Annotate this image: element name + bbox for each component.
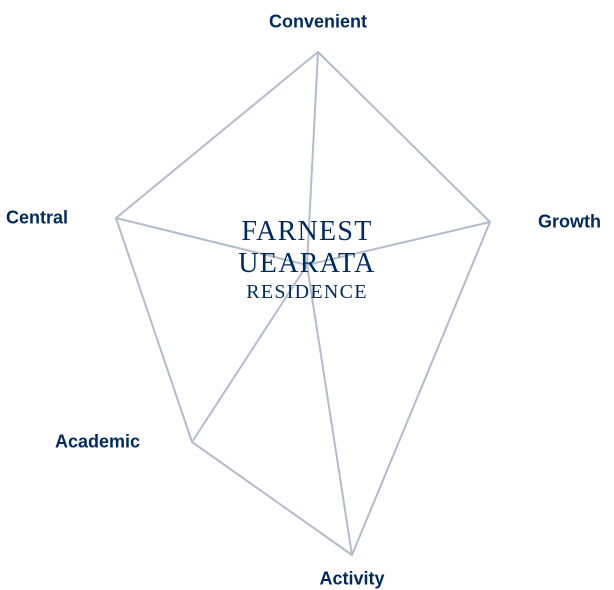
vertex-label-growth: Growth — [538, 212, 601, 233]
center-title-line-2: UEARATA — [238, 249, 375, 279]
vertex-label-academic: Academic — [55, 432, 140, 453]
center-title: FARNEST UEARATA RESIDENCE — [238, 215, 375, 305]
vertex-label-convenient: Convenient — [269, 12, 367, 33]
vertex-label-activity: Activity — [319, 569, 384, 590]
spoke-activity — [307, 265, 352, 555]
center-title-line-1: FARNEST — [238, 215, 375, 249]
vertex-label-central: Central — [6, 208, 68, 229]
center-title-line-3: RESIDENCE — [238, 279, 375, 305]
